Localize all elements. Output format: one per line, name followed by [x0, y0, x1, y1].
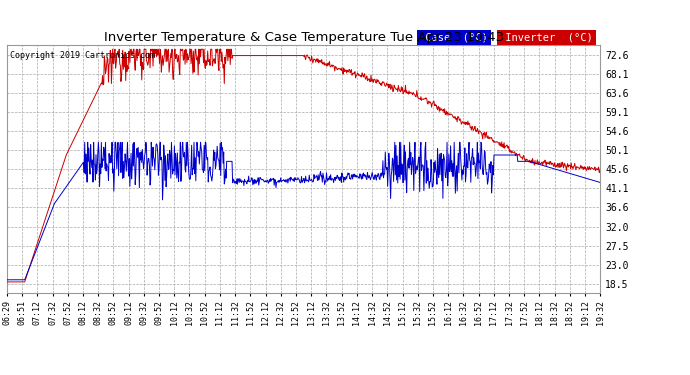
Text: Inverter  (°C): Inverter (°C) — [500, 33, 593, 42]
Title: Inverter Temperature & Case Temperature Tue Apr 23 19:43: Inverter Temperature & Case Temperature … — [104, 31, 504, 44]
Text: Case  (°C): Case (°C) — [420, 33, 488, 42]
Text: Copyright 2019 Cartronics.com: Copyright 2019 Cartronics.com — [10, 51, 155, 60]
